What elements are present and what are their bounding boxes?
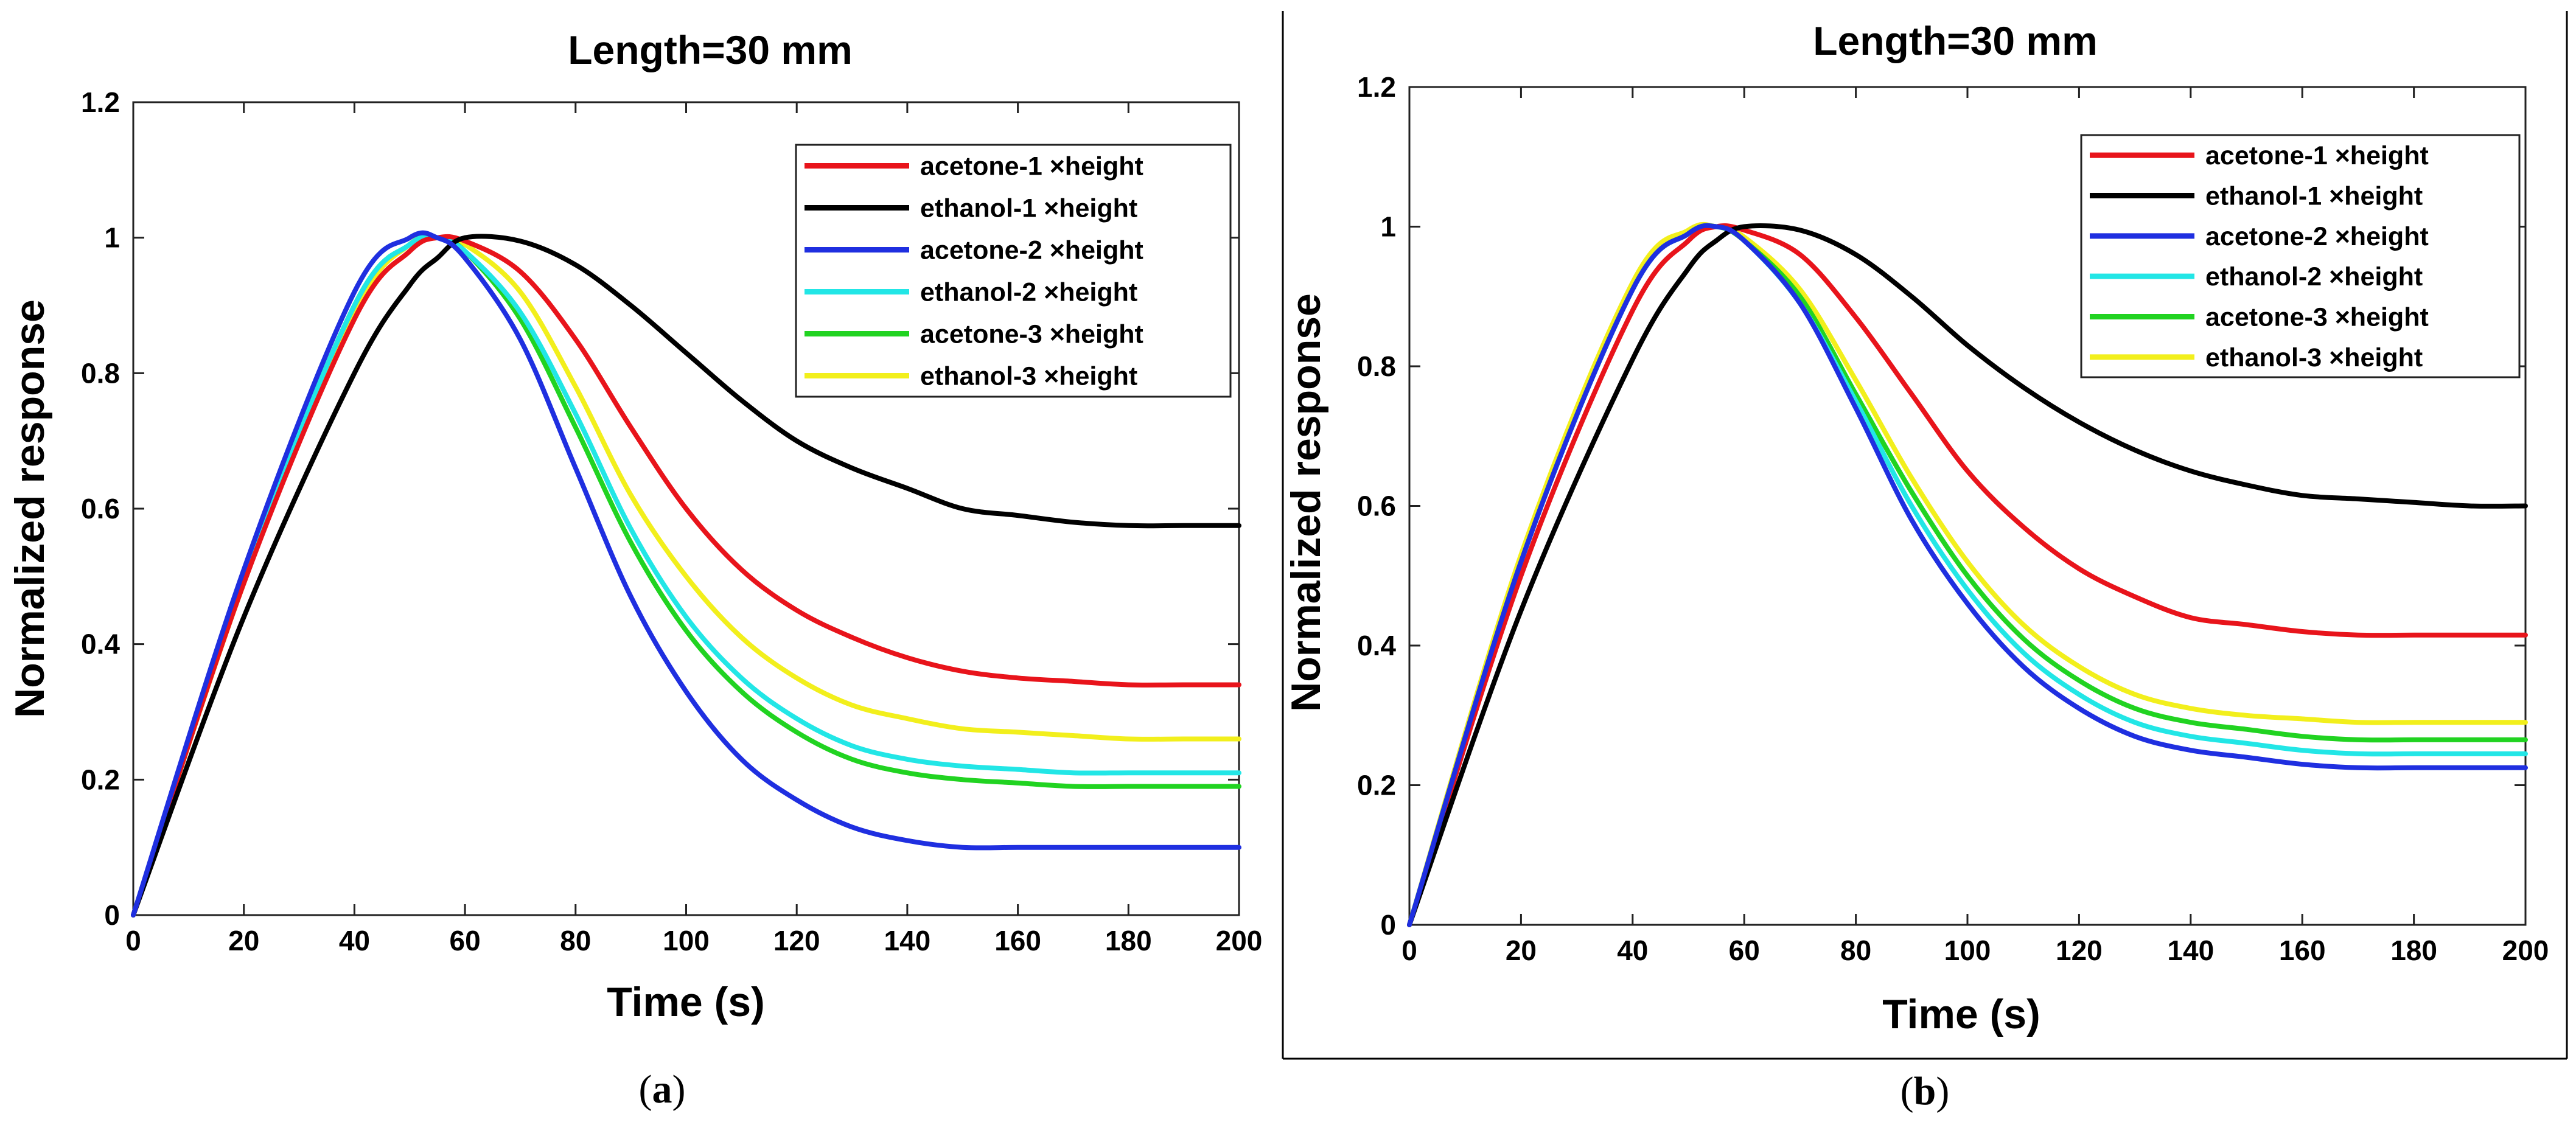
legend-box [795,144,1232,398]
x-tick-label: 40 [339,925,370,956]
y-tick-label: 0 [1380,909,1396,941]
x-tick-label: 160 [2279,935,2326,966]
y-tick-label: 0.2 [1357,770,1396,801]
x-tick-label: 120 [773,925,820,956]
y-tick-label: 0.4 [81,629,120,660]
series-line-acetone-1 [1407,223,2528,927]
caption-close-paren: ) [1936,1069,1949,1113]
x-tick-label: 100 [1944,935,1991,966]
y-tick-label: 0.6 [81,493,120,524]
legend-label: ethanol-3 ×height [2205,343,2423,372]
y-axis-label: Normalized response [7,299,53,718]
caption-open-paren: ( [1901,1069,1914,1113]
legend-box [2080,134,2521,378]
y-tick-label: 1 [104,222,120,254]
x-tick-label: 40 [1617,935,1648,966]
series-line-acetone-2 [131,230,1241,918]
series-line-ethanol-1 [131,234,1241,918]
panel-caption: (a) [639,1067,686,1112]
x-tick-label: 0 [125,925,141,956]
caption-letter: b [1914,1069,1936,1113]
y-tick-label: 0.8 [1357,350,1396,382]
legend-label: ethanol-1 ×height [920,194,1137,223]
caption-close-paren: ) [672,1067,686,1112]
y-tick-label: 0.2 [81,764,120,795]
legend-label: ethanol-2 ×height [920,278,1137,307]
chart-title: Length=30 mm [568,27,853,72]
y-tick-label: 0.4 [1357,630,1396,661]
series-line-ethanol-2 [131,234,1241,918]
y-tick-label: 1 [1380,211,1396,243]
series-line-ethanol-3 [131,234,1241,918]
legend-label: acetone-2 ×height [920,236,1143,265]
legend-label: ethanol-2 ×height [2205,262,2423,291]
legend-label: acetone-1 ×height [2205,141,2429,170]
x-tick-label: 140 [884,925,931,956]
x-tick-label: 60 [1729,935,1760,966]
panel-caption: (b) [1901,1069,1950,1113]
caption-letter: a [652,1067,672,1112]
x-tick-label: 100 [663,925,710,956]
caption-open-paren: ( [639,1067,652,1112]
y-tick-label: 0.6 [1357,490,1396,522]
legend-label: acetone-1 ×height [920,152,1143,181]
series-line-ethanol-3 [1407,221,2528,927]
x-tick-label: 160 [994,925,1041,956]
chart-panel-a: Length=30 mm 0 20 40 60 80 100 120 140 160 180 200 0… [7,27,1262,1112]
y-tick-label: 1.2 [1357,71,1396,103]
x-tick-label: 180 [1105,925,1152,956]
legend-label: ethanol-1 ×height [2205,182,2423,211]
y-tick-label: 0 [104,899,120,931]
series-line-acetone-1 [131,234,1241,918]
x-tick-label: 60 [450,925,481,956]
x-tick-label: 180 [2390,935,2437,966]
x-tick-label: 0 [1401,935,1417,966]
chart-title: Length=30 mm [1813,18,2098,63]
x-tick-label: 200 [2502,935,2549,966]
x-axis-label: Time (s) [1882,991,2040,1037]
x-tick-label: 200 [1216,925,1263,956]
y-tick-label: 0.8 [81,357,120,389]
series-line-acetone-2 [1407,223,2528,927]
y-tick-label: 1.2 [81,86,120,118]
x-axis-label: Time (s) [607,979,764,1025]
series-line-ethanol-1 [1407,223,2528,927]
x-tick-label: 120 [2056,935,2103,966]
legend-label: acetone-3 ×height [2205,303,2429,332]
y-axis-label: Normalized response [1283,293,1329,712]
x-tick-label: 80 [560,925,591,956]
legend-label: acetone-2 ×height [2205,222,2429,251]
legend-label: acetone-3 ×height [920,320,1143,349]
legend-label: ethanol-3 ×height [920,362,1137,391]
x-tick-label: 20 [1506,935,1537,966]
x-tick-label: 140 [2167,935,2214,966]
x-tick-label: 80 [1840,935,1871,966]
x-tick-label: 20 [228,925,259,956]
chart-panel-b: Length=30 mm 0 20 40 60 80 100 120 140 160 180 200 0… [1283,18,2549,1113]
